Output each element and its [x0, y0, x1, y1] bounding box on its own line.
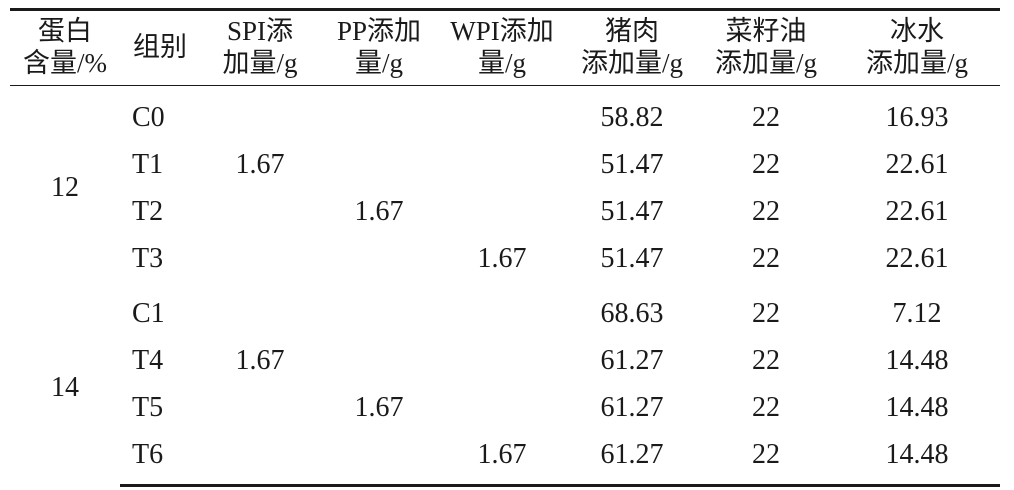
- oil-cell: 22: [752, 297, 780, 329]
- group-cell: C0: [132, 101, 165, 133]
- oil-cell: 22: [752, 242, 780, 274]
- pork-cell: 51.47: [600, 242, 664, 274]
- oil-cell: 22: [752, 195, 780, 227]
- wpi-cell: 1.67: [477, 242, 527, 274]
- table-row: T6 1.67 61.27 22 14.48: [10, 431, 1000, 487]
- group-cell: T5: [132, 391, 164, 423]
- wpi-cell: [438, 337, 566, 384]
- table-header: 蛋白 含量/% 组别 SPI添 加量/g PP添加 量/g WPI添加 量/g: [10, 8, 1000, 86]
- oil-cell: 22: [752, 344, 780, 376]
- pp-cell: [320, 235, 438, 282]
- table-row: T1 1.67 51.47 22 22.61: [10, 141, 1000, 188]
- water-cell: 22.61: [885, 195, 949, 227]
- table-row: 12 C0 58.82 22 16.93: [10, 86, 1000, 204]
- header-ice-water-amount: 冰水 添加量/g: [834, 8, 1000, 86]
- table-row: T5 1.67 61.27 22 14.48: [10, 384, 1000, 431]
- water-cell: 22.61: [885, 242, 949, 274]
- pp-cell: [320, 282, 438, 337]
- wpi-cell: [438, 282, 566, 337]
- pork-cell: 51.47: [600, 148, 664, 180]
- protein-content-cell: 12: [51, 172, 79, 203]
- water-cell: 14.48: [834, 431, 1000, 487]
- pp-cell: [320, 337, 438, 384]
- header-pp-amount: PP添加 量/g: [320, 8, 438, 86]
- table-row: 14 C1 68.63 22 7.12: [10, 282, 1000, 403]
- group-cell: C1: [132, 297, 165, 329]
- spi-cell: 1.67: [235, 148, 285, 180]
- table-row: T2 1.67 51.47 22 22.61: [10, 188, 1000, 235]
- header-rapeseed-oil-amount: 菜籽油 添加量/g: [698, 8, 834, 86]
- pork-cell: 51.47: [600, 195, 664, 227]
- spi-cell: [200, 431, 320, 487]
- header-spi-amount: SPI添 加量/g: [200, 8, 320, 86]
- pork-cell: 58.82: [600, 101, 664, 133]
- wpi-cell: [438, 188, 566, 235]
- wpi-cell: [438, 384, 566, 431]
- pp-cell: 1.67: [354, 195, 404, 227]
- pork-cell: 61.27: [600, 344, 664, 376]
- spi-cell: [200, 235, 320, 282]
- spi-cell: 1.67: [235, 344, 285, 376]
- pp-cell: [320, 86, 438, 142]
- header-pork-amount: 猪肉 添加量/g: [566, 8, 698, 86]
- pp-cell: [320, 431, 438, 487]
- water-cell: 16.93: [885, 101, 949, 133]
- pork-cell: 68.63: [600, 297, 664, 329]
- wpi-cell: 1.67: [438, 431, 566, 487]
- protein-content-cell: 14: [51, 371, 79, 403]
- group-cell: T6: [120, 431, 200, 487]
- group-cell: T1: [132, 148, 164, 180]
- formulation-table: 蛋白 含量/% 组别 SPI添 加量/g PP添加 量/g WPI添加 量/g: [10, 8, 1000, 487]
- pp-cell: 1.67: [354, 391, 404, 423]
- oil-cell: 22: [752, 101, 780, 133]
- pork-cell: 61.27: [566, 431, 698, 487]
- group-cell: T4: [132, 344, 164, 376]
- header-row: 蛋白 含量/% 组别 SPI添 加量/g PP添加 量/g WPI添加 量/g: [10, 8, 1000, 86]
- table-row: T4 1.67 61.27 22 14.48: [10, 337, 1000, 384]
- spi-cell: [200, 86, 320, 142]
- group-cell: T3: [132, 242, 164, 274]
- table-body: 12 C0 58.82 22 16.93 T1 1.67 51.47 22 22…: [10, 86, 1000, 487]
- group-cell: T2: [132, 195, 164, 227]
- pork-cell: 61.27: [600, 391, 664, 423]
- oil-cell: 22: [752, 391, 780, 423]
- formulation-table-container: 蛋白 含量/% 组别 SPI添 加量/g PP添加 量/g WPI添加 量/g: [10, 8, 1000, 487]
- wpi-cell: [438, 86, 566, 142]
- table-row: T3 1.67 51.47 22 22.61: [10, 235, 1000, 282]
- spi-cell: [200, 282, 320, 337]
- oil-cell: 22: [752, 148, 780, 180]
- water-cell: 14.48: [885, 344, 949, 376]
- water-cell: 22.61: [885, 148, 949, 180]
- water-cell: 14.48: [885, 391, 949, 423]
- spi-cell: [200, 384, 320, 431]
- oil-cell: 22: [698, 431, 834, 487]
- pp-cell: [320, 141, 438, 188]
- wpi-cell: [438, 141, 566, 188]
- spi-cell: [200, 188, 320, 235]
- header-wpi-amount: WPI添加 量/g: [438, 8, 566, 86]
- header-group: 组别: [120, 8, 200, 86]
- water-cell: 7.12: [892, 297, 942, 329]
- header-protein-content: 蛋白 含量/%: [10, 8, 120, 86]
